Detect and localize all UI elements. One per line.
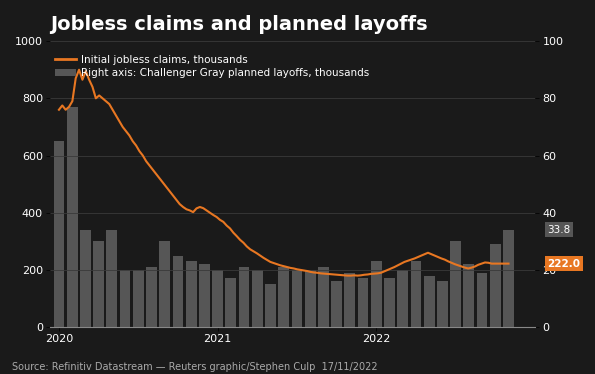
Text: Source: Refinitiv Datastream — Reuters graphic/Stephen Culp  17/11/2022: Source: Refinitiv Datastream — Reuters g… (12, 362, 377, 372)
Bar (120, 270, 130, 327)
Bar (159, 241, 170, 327)
Bar (146, 267, 157, 327)
Bar (411, 261, 421, 327)
Bar (133, 270, 143, 327)
Bar (173, 255, 183, 327)
Bar (358, 279, 368, 327)
Bar (437, 281, 448, 327)
Bar (80, 230, 91, 327)
Bar (107, 230, 117, 327)
Bar (397, 270, 408, 327)
Bar (318, 267, 329, 327)
Bar (305, 270, 315, 327)
Text: 222.0: 222.0 (547, 258, 581, 269)
Bar (424, 276, 434, 327)
Text: Jobless claims and planned layoffs: Jobless claims and planned layoffs (50, 15, 428, 34)
Bar (239, 267, 249, 327)
Bar (226, 279, 236, 327)
Bar (464, 264, 474, 327)
Bar (371, 261, 382, 327)
Text: 33.8: 33.8 (547, 225, 571, 235)
Bar (252, 270, 263, 327)
Bar (265, 284, 276, 327)
Bar (67, 107, 77, 327)
Bar (292, 270, 302, 327)
Bar (503, 230, 514, 327)
Bar (384, 279, 395, 327)
Bar (93, 241, 104, 327)
Bar (186, 261, 196, 327)
Bar (345, 273, 355, 327)
Bar (199, 264, 210, 327)
Bar (331, 281, 342, 327)
Bar (278, 267, 289, 327)
Legend: Initial jobless claims, thousands, Right axis: Challenger Gray planned layoffs, : Initial jobless claims, thousands, Right… (55, 55, 369, 78)
Bar (477, 273, 487, 327)
Bar (212, 270, 223, 327)
Bar (490, 244, 501, 327)
Bar (450, 241, 461, 327)
Bar (54, 141, 64, 327)
